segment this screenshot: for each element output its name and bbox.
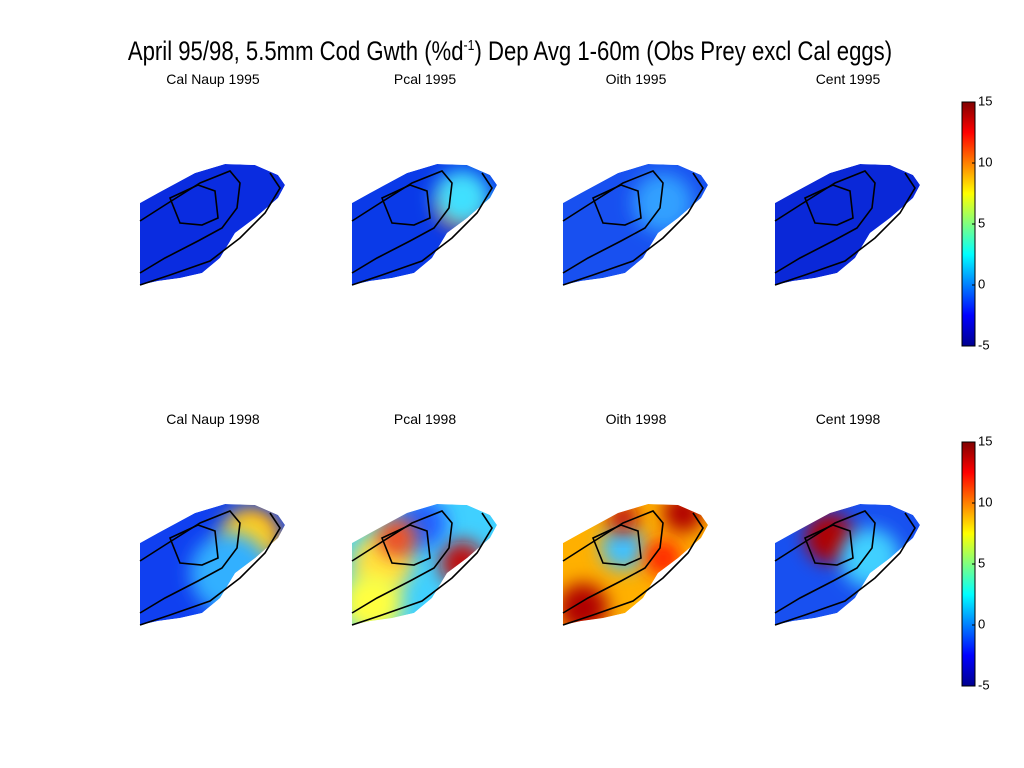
hot-spot [840,528,900,588]
map-panel [351,164,497,286]
figure-title: April 95/98, 5.5mm Cod Gwth (%d-1) Dep A… [128,37,892,67]
colorbar-tick-label: 0 [978,276,985,291]
colorbar-tick-label: 15 [978,433,992,448]
contour [139,512,281,626]
contour [351,512,493,626]
contour [139,172,281,286]
hot-spot [440,541,484,585]
hot-spot [377,518,417,558]
contour [351,510,453,614]
hot-spot [352,573,402,625]
colorbar-tick-label: 0 [978,616,985,631]
contour [774,170,876,274]
hot-spot [601,526,645,570]
map-panel [351,504,497,626]
map-field [140,164,285,285]
colorbar-tick-label: 5 [978,215,985,230]
contour [774,510,876,614]
colorbar-tick-label: 5 [978,555,985,570]
colorbar-tick-label: -5 [978,677,990,692]
map-panel [562,164,708,286]
map-field [563,164,708,285]
contour [774,172,916,286]
contour [168,524,219,566]
map-field [352,164,497,285]
map-panel [139,164,285,286]
panel-title: Cent 1998 [816,411,881,427]
map-base [140,164,285,285]
map-field [775,504,920,625]
map-base [563,164,708,285]
map-field [563,504,708,625]
contour [803,524,854,566]
map-panel [774,164,920,286]
panel-title: Cent 1995 [816,71,881,87]
panel-title: Oith 1998 [606,411,667,427]
colorbar-tick-label: 10 [978,154,992,169]
colorbar-tick-label: 15 [978,93,992,108]
panel-title: Cal Naup 1995 [166,71,260,87]
map-panel [562,504,708,626]
contour [591,184,642,226]
colorbar-tick-label: 10 [978,494,992,509]
contour [380,184,431,226]
contour [562,172,704,286]
contour [803,184,854,226]
contour [591,524,642,566]
panel-title: Pcal 1995 [394,71,456,87]
map-panel [774,504,920,626]
panel-title: Cal Naup 1998 [166,411,260,427]
contour [380,524,431,566]
contour [139,170,241,274]
hot-spot [563,583,608,625]
contour [168,184,219,226]
map-field [352,504,497,625]
panel-title: Pcal 1998 [394,411,456,427]
colorbar-tick-label: -5 [978,337,990,352]
map-field [140,504,285,625]
map-panel [139,504,285,626]
hot-spot [645,540,681,576]
contour [562,512,704,626]
hot-spot [633,173,693,233]
contour [139,510,241,614]
contour [351,170,453,274]
contour [562,170,664,274]
panel-title: Oith 1995 [606,71,667,87]
hot-spot [190,533,270,613]
hot-spot [663,504,703,533]
map-field [775,164,920,285]
contour [351,172,493,286]
contour [562,510,664,614]
map-base [775,164,920,285]
contour [774,512,916,626]
